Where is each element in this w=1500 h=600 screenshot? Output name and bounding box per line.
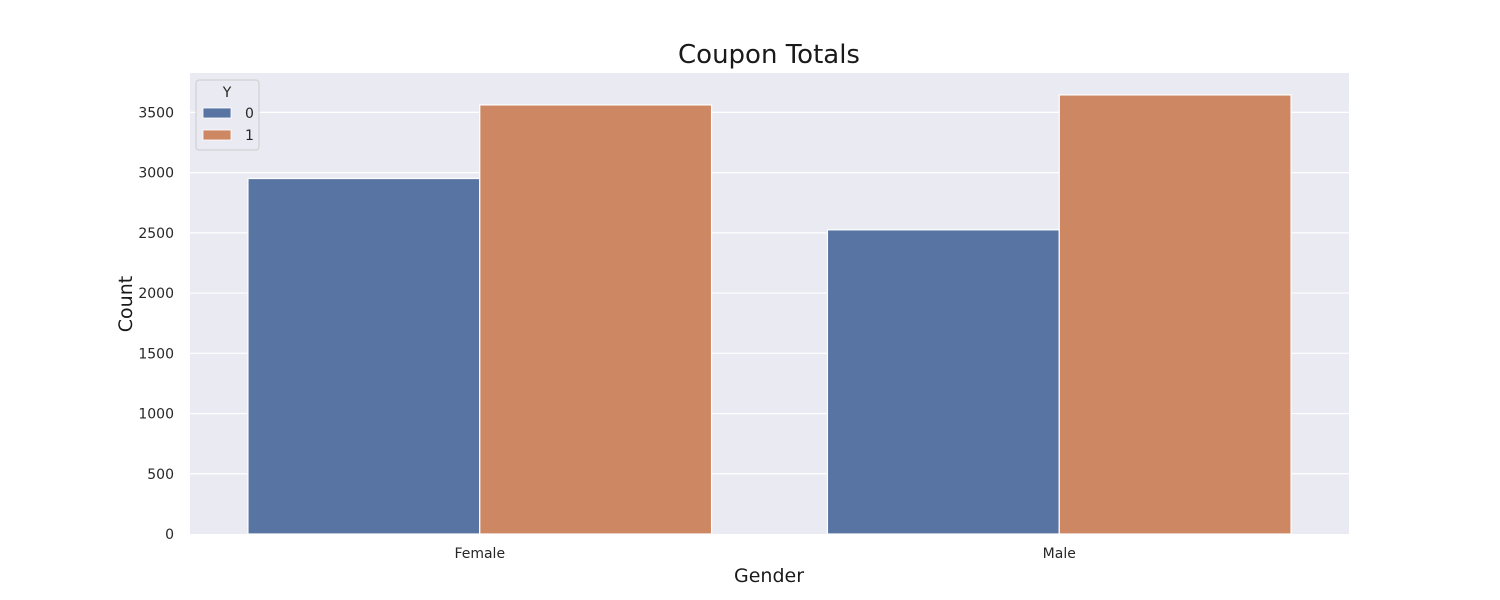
y-tick-label: 500 [147, 467, 174, 483]
y-tick-label: 2500 [138, 226, 174, 242]
y-axis-ticks: 0 500 1000 1500 2000 2500 3000 3500 [138, 105, 174, 543]
y-tick-label: 3500 [138, 105, 174, 121]
legend-label: 1 [245, 128, 254, 144]
y-tick-label: 0 [165, 527, 174, 543]
bar-female-y1 [479, 104, 713, 535]
legend-swatch [202, 107, 232, 119]
legend-title: Y [222, 85, 232, 101]
bar-female-y0 [247, 177, 481, 535]
y-tick-label: 1500 [138, 346, 174, 362]
x-axis-label: Gender [734, 565, 804, 587]
y-tick-label: 3000 [138, 166, 174, 182]
legend-label: 0 [245, 106, 254, 122]
bar-male-y0 [826, 229, 1060, 535]
chart-title: Coupon Totals [678, 40, 860, 70]
y-tick-label: 2000 [138, 286, 174, 302]
x-axis-ticks: Female Male [454, 546, 1075, 562]
x-tick-label: Female [454, 546, 505, 562]
bar-male-y1 [1058, 94, 1292, 535]
x-tick-label: Male [1043, 546, 1076, 562]
legend-swatch [202, 129, 232, 141]
y-tick-label: 1000 [138, 407, 174, 423]
bars [247, 94, 1292, 535]
y-axis-label: Count [115, 276, 137, 332]
legend: Y 0 1 [195, 79, 260, 151]
